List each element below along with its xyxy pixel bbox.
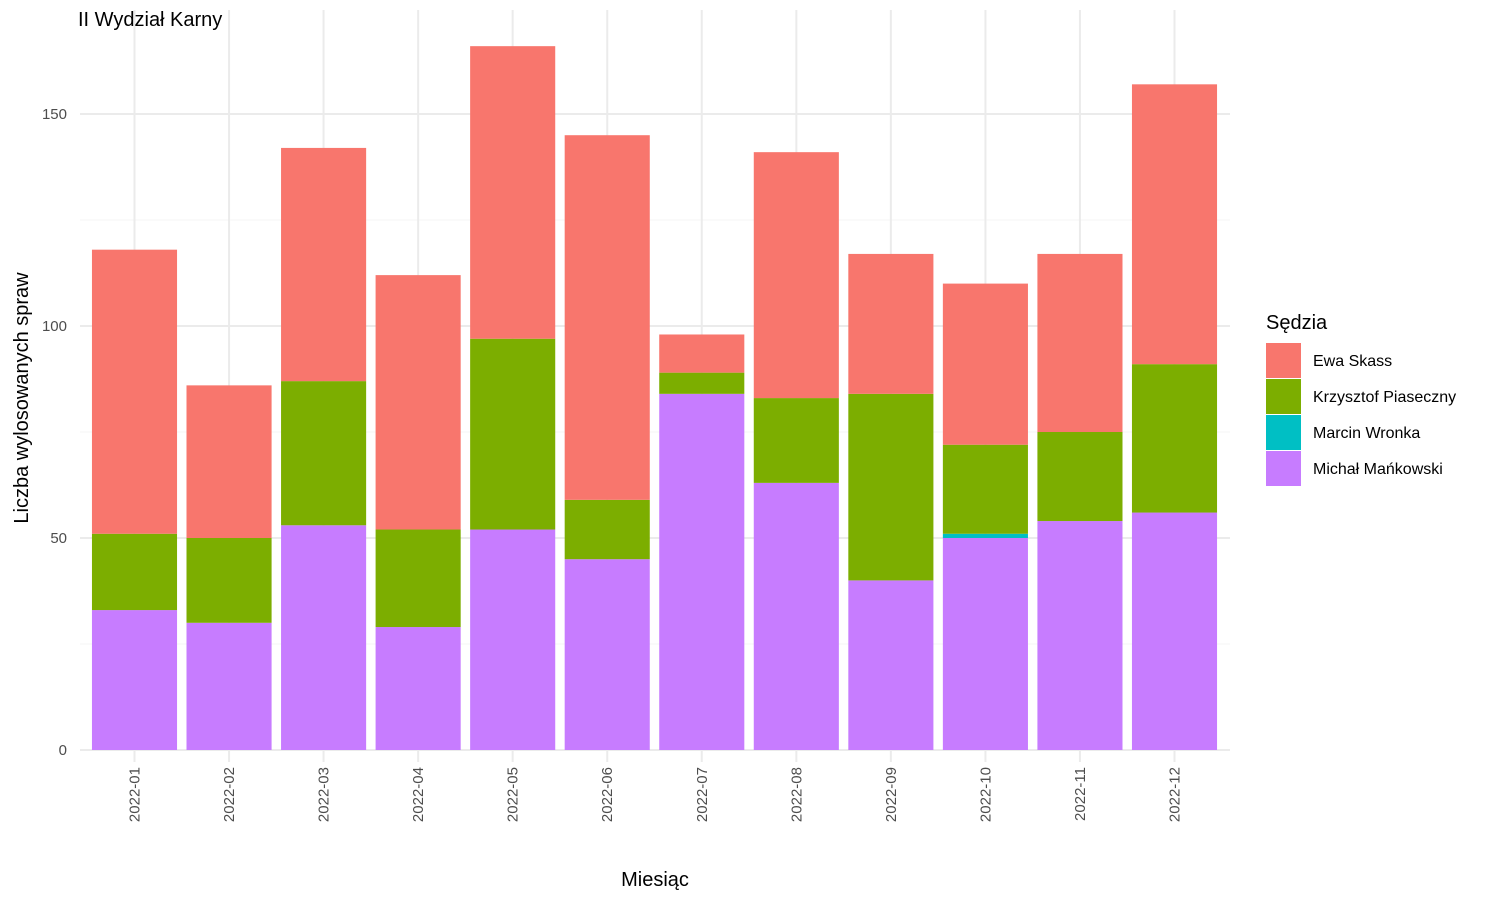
bar-segment bbox=[375, 627, 461, 750]
y-axis-ticks: 0 50 100 150 bbox=[42, 106, 67, 759]
bar-segment bbox=[659, 372, 745, 394]
bars bbox=[91, 46, 1218, 750]
y-tick-label: 100 bbox=[42, 318, 67, 335]
x-tick-label: 2022-02 bbox=[221, 767, 238, 822]
legend-title: Sędzia bbox=[1266, 312, 1328, 334]
bar-segment bbox=[470, 46, 556, 339]
bar-segment bbox=[91, 610, 178, 750]
bar-segment bbox=[848, 393, 934, 581]
bar-segment bbox=[281, 381, 367, 526]
bar-segment bbox=[1037, 521, 1123, 750]
bar-segment bbox=[1131, 364, 1218, 513]
bar-segment bbox=[942, 444, 1028, 534]
bar-segment bbox=[470, 529, 556, 750]
x-axis-title: Miesiąc bbox=[621, 869, 689, 891]
x-tick-label: 2022-01 bbox=[127, 767, 144, 822]
bar-segment bbox=[375, 275, 461, 530]
bar-segment bbox=[942, 538, 1028, 750]
y-axis-title: Liczba wylosowanych spraw bbox=[11, 272, 33, 524]
bar-segment bbox=[564, 559, 650, 750]
x-tick-label: 2022-12 bbox=[1167, 767, 1184, 822]
bar-segment bbox=[1131, 84, 1218, 365]
legend-label: Krzysztof Piaseczny bbox=[1313, 389, 1456, 406]
bar-segment bbox=[375, 529, 461, 628]
x-tick-label: 2022-05 bbox=[505, 767, 522, 822]
bar-segment bbox=[281, 147, 367, 382]
bar-segment bbox=[91, 533, 178, 611]
legend-label: Marcin Wronka bbox=[1313, 425, 1420, 442]
x-axis-ticks: 2022-01 2022-02 2022-03 2022-04 2022-05 2022-… bbox=[127, 767, 1184, 822]
legend-key bbox=[1266, 451, 1301, 486]
bar-segment bbox=[1131, 512, 1218, 750]
x-tick-label: 2022-08 bbox=[788, 767, 805, 822]
bar-segment bbox=[186, 622, 272, 750]
legend-key bbox=[1266, 379, 1301, 414]
legend-label: Ewa Skass bbox=[1313, 353, 1392, 370]
bar-segment bbox=[186, 385, 272, 538]
y-tick-label: 50 bbox=[50, 530, 67, 547]
bar-segment bbox=[470, 338, 556, 530]
bar-segment bbox=[659, 393, 745, 750]
bar-segment bbox=[564, 499, 650, 560]
x-tick-label: 2022-04 bbox=[410, 767, 427, 822]
legend-key bbox=[1266, 415, 1301, 450]
legend: Sędzia Ewa Skass Krzysztof Piaseczny Marci… bbox=[1266, 312, 1456, 486]
x-tick-label: 2022-09 bbox=[883, 767, 900, 822]
legend-label: Michał Mańkowski bbox=[1313, 461, 1443, 478]
bar-segment bbox=[91, 249, 178, 534]
bar-segment bbox=[659, 334, 745, 373]
bar-segment bbox=[1037, 253, 1123, 432]
bar-segment bbox=[753, 152, 839, 399]
bar-segment bbox=[942, 533, 1028, 538]
x-tick-label: 2022-03 bbox=[316, 767, 333, 822]
bar-segment bbox=[564, 135, 650, 500]
legend-key bbox=[1266, 343, 1301, 378]
x-tick-label: 2022-07 bbox=[694, 767, 711, 822]
bar-segment bbox=[848, 580, 934, 750]
bar-segment bbox=[942, 283, 1028, 445]
x-tick-label: 2022-11 bbox=[1072, 767, 1089, 821]
x-tick-label: 2022-10 bbox=[977, 767, 994, 822]
y-tick-label: 150 bbox=[42, 106, 67, 123]
bar-segment bbox=[753, 398, 839, 483]
bar-segment bbox=[281, 525, 367, 750]
bar-segment bbox=[848, 253, 934, 394]
y-tick-label: 0 bbox=[59, 742, 67, 759]
bar-segment bbox=[753, 482, 839, 750]
bar-segment bbox=[1037, 432, 1123, 522]
bar-segment bbox=[186, 538, 272, 623]
x-tick-label: 2022-06 bbox=[599, 767, 616, 822]
chart-title: II Wydział Karny bbox=[78, 9, 222, 31]
